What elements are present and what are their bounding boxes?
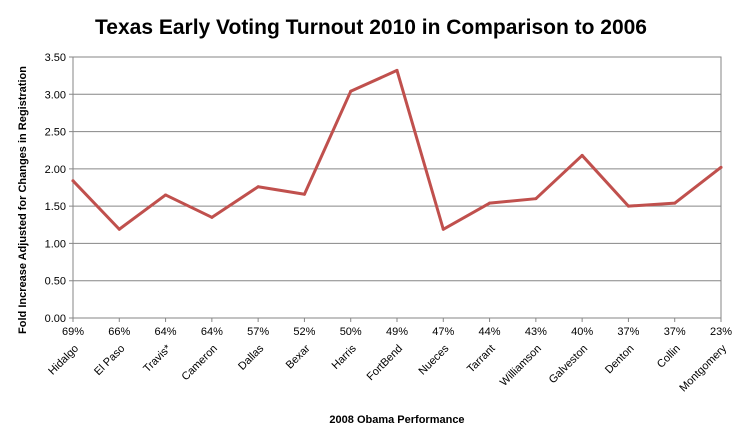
x-tick-label: 52% (293, 326, 315, 338)
data-point (488, 201, 492, 205)
x-tick-label: 66% (108, 326, 130, 338)
county-label: Galveston (547, 343, 591, 387)
county-label: Travis* (141, 342, 174, 375)
data-point (673, 201, 677, 205)
county-label: Williamson (498, 343, 544, 389)
county-label: Cameron (179, 343, 219, 383)
y-axis-title: Fold Increase Adjusted for Changes in Re… (17, 66, 29, 334)
data-point (441, 227, 445, 231)
data-point (534, 197, 538, 201)
y-tick-label: 0.00 (45, 313, 66, 325)
county-label: Hidalgo (46, 343, 81, 378)
y-tick-label: 2.50 (45, 127, 66, 139)
y-axis-ticks: 0.00 0.50 1.00 1.50 2.00 2.50 3.00 3.50 (45, 52, 66, 325)
series-group (71, 68, 723, 231)
data-point (117, 227, 121, 231)
data-point (302, 192, 306, 196)
data-point (719, 165, 723, 169)
county-label: Nueces (417, 342, 452, 377)
y-tick-label: 1.50 (45, 201, 66, 213)
data-point (395, 68, 399, 72)
x-tick-label: 37% (617, 326, 639, 338)
county-label: Montgomery (677, 342, 729, 394)
county-label: Dallas (236, 342, 266, 372)
county-label: FortBend (365, 343, 405, 383)
data-point (164, 193, 168, 197)
x-tick-label: 40% (571, 326, 593, 338)
data-point (210, 215, 214, 219)
x-tick-label: 37% (664, 326, 686, 338)
x-tick-label: 47% (432, 326, 454, 338)
x-tick-label: 57% (247, 326, 269, 338)
county-label: Collin (655, 343, 683, 371)
x-tick-label: 64% (155, 326, 177, 338)
y-tick-label: 3.00 (45, 89, 66, 101)
y-tick-label: 0.50 (45, 276, 66, 288)
y-tick-label: 1.00 (45, 238, 66, 250)
plot-area (72, 56, 722, 319)
x-tick-label: 50% (340, 326, 362, 338)
y-tick-label: 3.50 (45, 52, 66, 64)
county-label: Bexar (284, 342, 313, 371)
data-point (626, 204, 630, 208)
x-axis-title: 2008 Obama Performance (329, 414, 464, 426)
x-tick-label: 64% (201, 326, 223, 338)
county-label: Denton (603, 343, 637, 377)
x-tick-label: 43% (525, 326, 547, 338)
chart-title: Texas Early Voting Turnout 2010 in Compa… (95, 16, 647, 39)
data-point (580, 153, 584, 157)
x-tick-label: 49% (386, 326, 408, 338)
county-label: Tarrant (465, 343, 498, 376)
data-point (349, 89, 353, 93)
x-tick-label: 44% (479, 326, 501, 338)
county-label: Harris (330, 342, 360, 372)
data-point (71, 179, 75, 183)
x-tick-label: 23% (710, 326, 732, 338)
data-point (256, 185, 260, 189)
county-label: El Paso (92, 343, 127, 378)
y-tick-label: 2.00 (45, 164, 66, 176)
x-tick-label: 69% (62, 326, 84, 338)
gridlines (69, 56, 721, 319)
